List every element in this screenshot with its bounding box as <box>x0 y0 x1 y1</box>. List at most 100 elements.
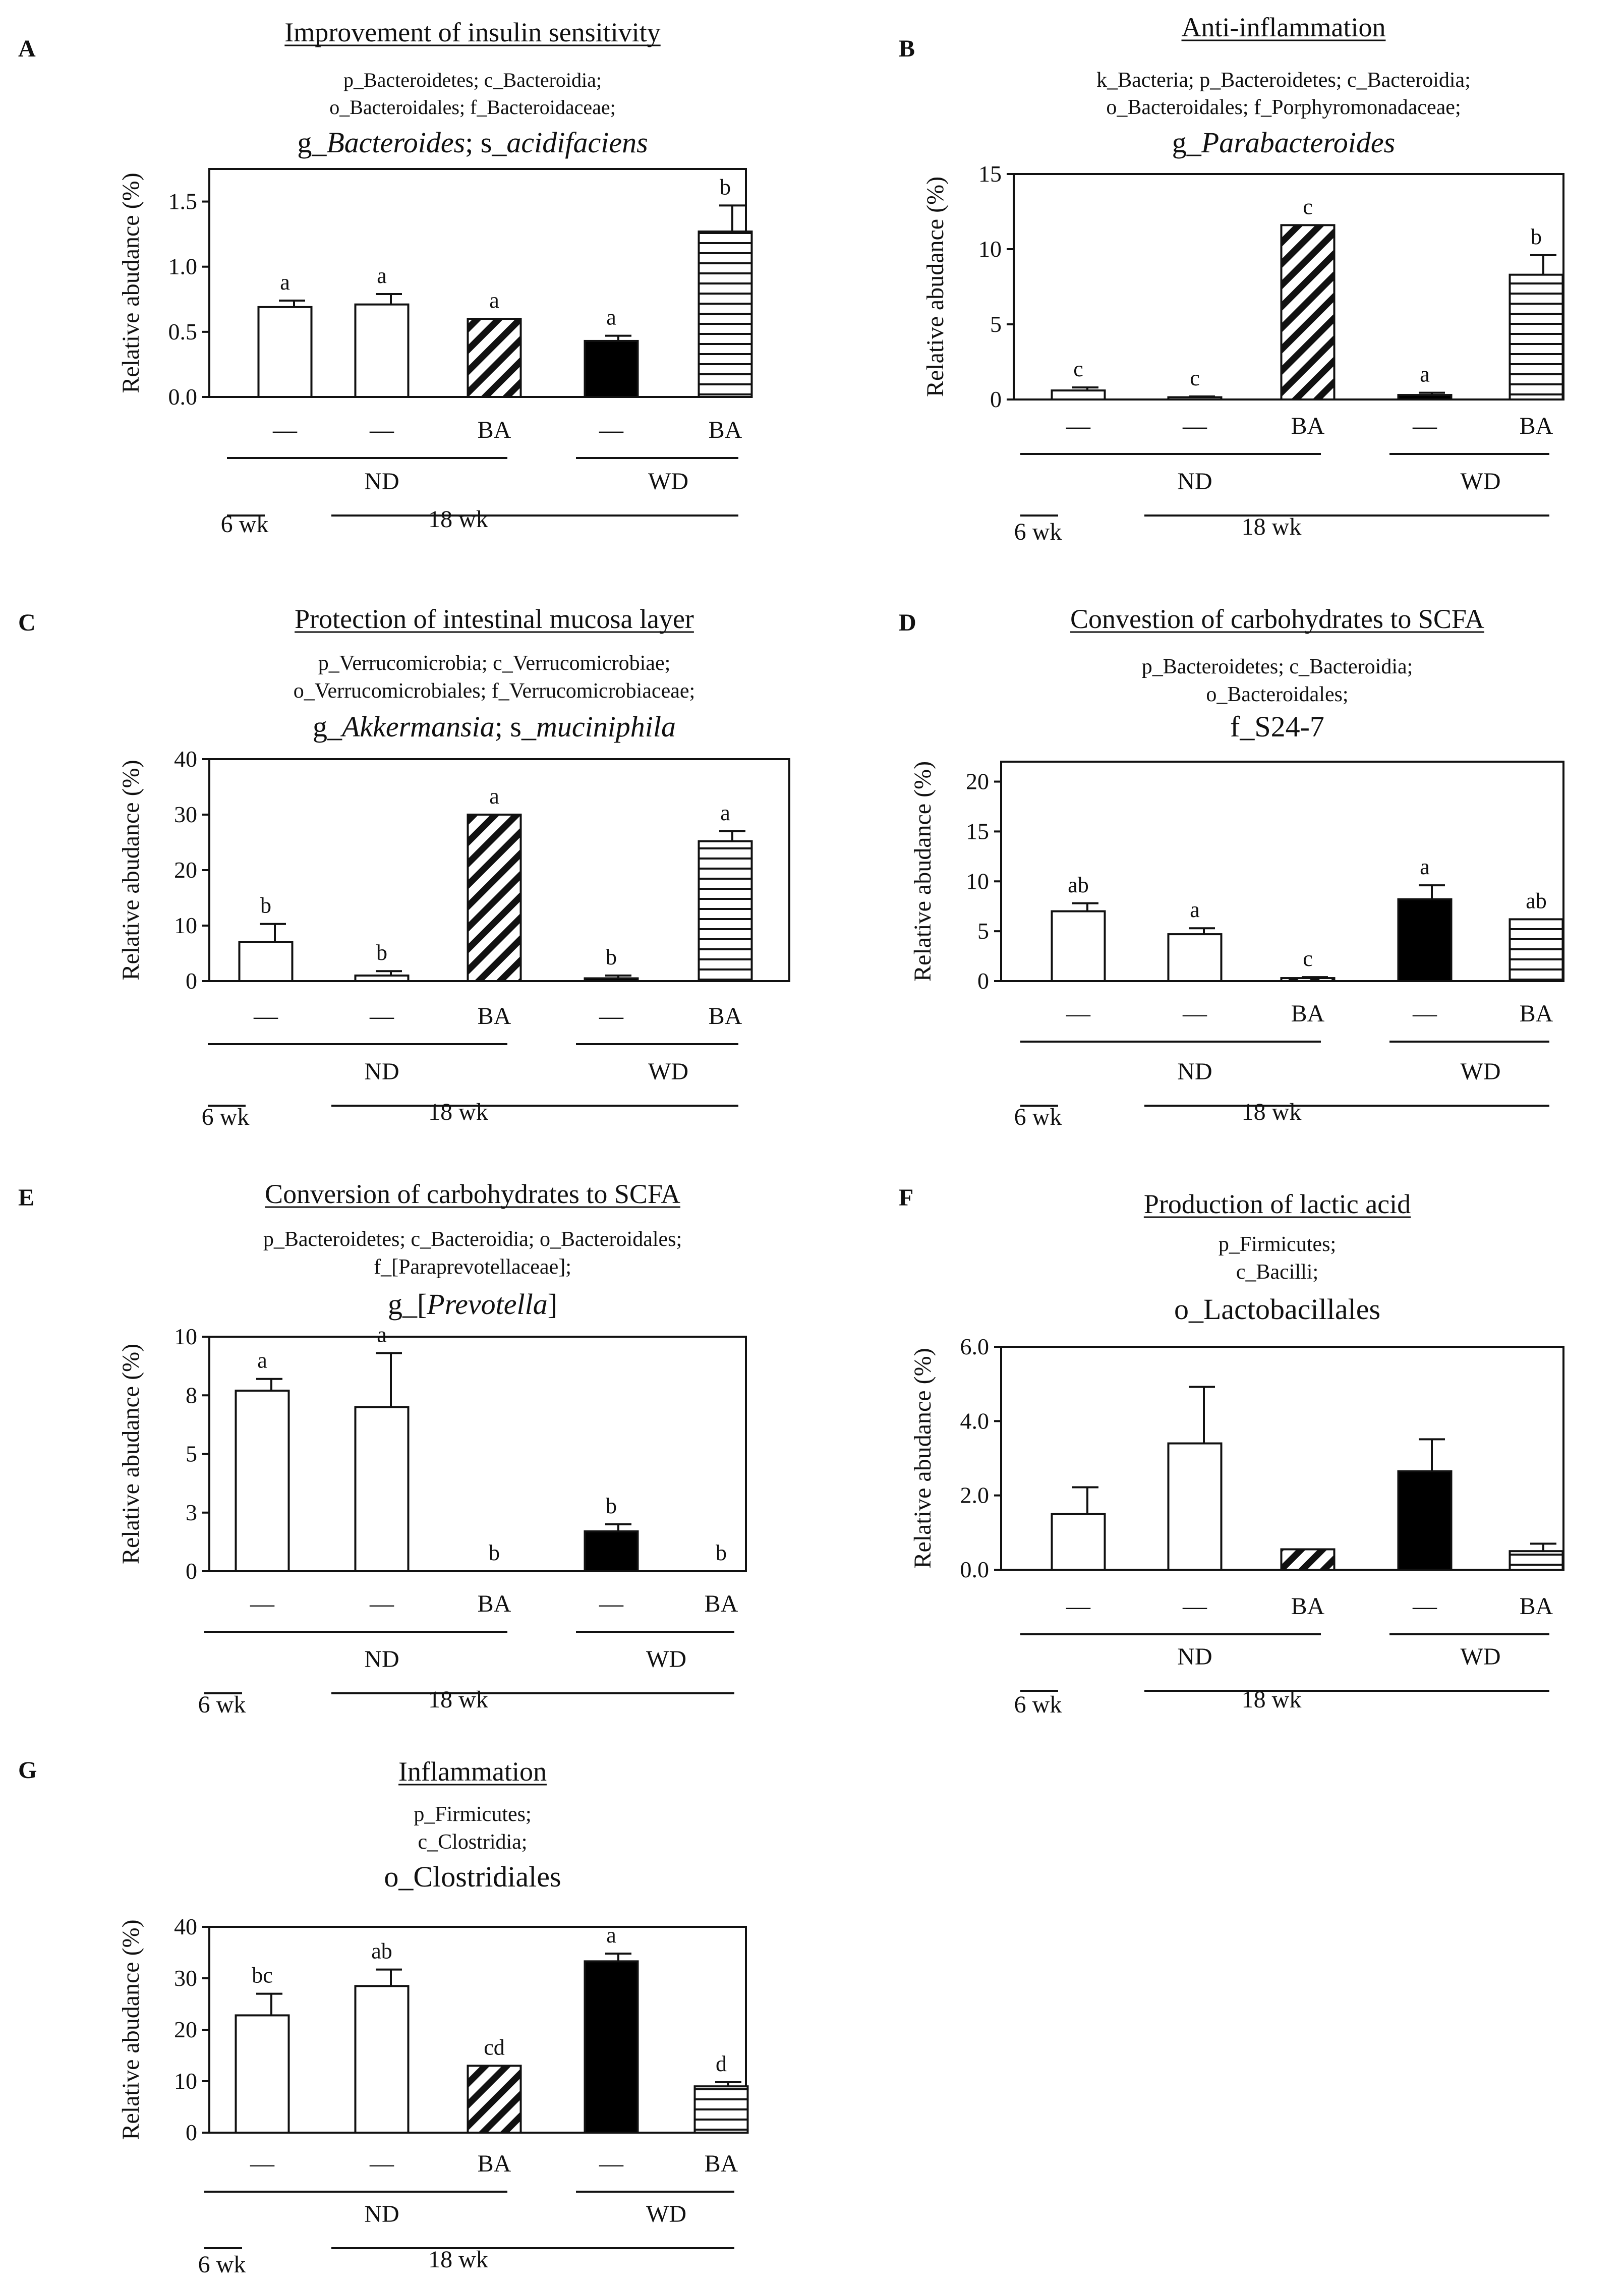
category-label: — <box>369 2150 394 2177</box>
significance-letter: bc <box>252 1963 273 1988</box>
panel-letter: F <box>899 1184 913 1211</box>
bar-4 <box>584 339 639 398</box>
category-label: — <box>1182 1593 1207 1620</box>
category-label: — <box>1412 1000 1437 1027</box>
bar-3 <box>467 814 522 982</box>
bar-2 <box>354 1406 410 1572</box>
y-tick-label: 10 <box>174 1324 197 1349</box>
week18-label: 18 wk <box>1242 1686 1302 1713</box>
wd-group-label: WD <box>1461 468 1501 495</box>
week6-label: 6 wk <box>1014 1104 1062 1130</box>
y-tick-label: 5 <box>977 918 989 944</box>
panel-title: Inflammation <box>398 1756 547 1787</box>
panel-letter: A <box>18 35 36 62</box>
nd-group-label: ND <box>1177 468 1212 495</box>
y-axis-label: Relative abudance (%) <box>909 761 936 982</box>
category-label: — <box>1066 413 1091 439</box>
significance-letter: c <box>1303 946 1313 971</box>
category-label: BA <box>1520 1000 1553 1027</box>
category-label: — <box>1182 1000 1207 1027</box>
taxon-italic-part: muciniphila <box>536 710 676 743</box>
bar-2 <box>354 303 410 398</box>
y-tick-label: 10 <box>174 2068 197 2094</box>
taxon-name: o_Clostridiales <box>384 1860 561 1893</box>
y-tick-label: 20 <box>174 2017 197 2042</box>
category-label: — <box>250 1590 275 1617</box>
taxon-italic-part: Bacteroides <box>326 126 465 159</box>
y-tick-label: 15 <box>966 818 989 844</box>
significance-letter: a <box>489 288 499 313</box>
panel-title: Convestion of carbohydrates to SCFA <box>1070 604 1484 634</box>
taxonomy-line: c_Clostridia; <box>418 1831 528 1854</box>
category-label: — <box>1412 1593 1437 1620</box>
nd-group-label: ND <box>364 1646 399 1673</box>
taxon-part: ] <box>548 1288 557 1321</box>
week18-label: 18 wk <box>428 1686 488 1713</box>
category-label: — <box>369 1003 394 1030</box>
y-tick-label: 15 <box>978 161 1002 187</box>
taxonomy-line: f_[Paraprevotellaceae]; <box>374 1255 571 1279</box>
category-label: — <box>1066 1593 1091 1620</box>
week6-label: 6 wk <box>198 2251 246 2278</box>
bar-1 <box>1051 1513 1106 1571</box>
y-tick-label: 0 <box>186 968 197 994</box>
category-label: BA <box>1520 1593 1553 1620</box>
y-tick-label: 10 <box>966 868 989 894</box>
category-label: — <box>599 2150 624 2177</box>
category-label: — <box>599 417 624 443</box>
y-tick-label: 10 <box>174 912 197 938</box>
bar-2 <box>1167 396 1223 401</box>
y-tick-label: 5 <box>186 1441 197 1467</box>
significance-letter: b <box>606 1494 617 1518</box>
panel-title: Protection of intestinal mucosa layer <box>295 604 694 634</box>
panel-letter: G <box>18 1757 37 1784</box>
taxonomy-line: o_Bacteroidales; f_Porphyromonadaceae; <box>1106 96 1461 119</box>
nd-group-label: ND <box>364 2201 399 2227</box>
wd-group-label: WD <box>646 2201 686 2227</box>
panel-f: F Production of lactic acid p_Firmicutes;c… <box>899 1184 1564 1718</box>
nd-group-label: ND <box>364 468 399 495</box>
y-tick-label: 1.5 <box>168 189 198 214</box>
y-tick-label: 10 <box>978 236 1002 262</box>
taxon-part: ; s_ <box>495 710 537 743</box>
taxon-name: g_Parabacteroides <box>1172 126 1395 159</box>
category-label: BA <box>1291 1593 1325 1620</box>
category-label: BA <box>478 417 511 443</box>
category-label: — <box>272 417 298 443</box>
y-tick-label: 40 <box>174 746 197 772</box>
bar-4 <box>584 1530 639 1572</box>
taxonomy-line: o_Verrucomicrobiales; f_Verrucomicrobiac… <box>294 679 695 703</box>
taxonomy-line: p_Bacteroidetes; c_Bacteroidia; o_Bacter… <box>263 1228 682 1251</box>
taxon-italic-part: Prevotella <box>426 1288 547 1321</box>
y-tick-label: 30 <box>174 1965 197 1991</box>
significance-letter: a <box>1420 854 1430 879</box>
bar-5 <box>1509 918 1564 982</box>
taxon-name: o_Lactobacillales <box>1174 1293 1380 1326</box>
taxonomy-line: o_Bacteroidales; <box>1206 683 1348 706</box>
week18-label: 18 wk <box>1242 1099 1302 1125</box>
y-tick-label: 20 <box>174 857 197 883</box>
week18-label: 18 wk <box>428 2246 488 2273</box>
significance-letter: ab <box>1068 873 1089 897</box>
y-axis-label: Relative abudance (%) <box>118 173 144 393</box>
wd-group-label: WD <box>1461 1058 1501 1085</box>
category-label: BA <box>705 1590 738 1617</box>
taxon-part: f_S24-7 <box>1230 710 1324 743</box>
y-axis-label: Relative abudance (%) <box>118 1919 144 2140</box>
significance-letter: a <box>1420 362 1430 387</box>
significance-letter: cd <box>484 2035 505 2060</box>
y-tick-label: 8 <box>186 1382 197 1408</box>
panel-title: Anti-inflammation <box>1182 12 1386 42</box>
panel-g: G Inflammation p_Firmicutes; c_Clostridia;o… <box>18 1756 749 2278</box>
significance-letter: b <box>489 1540 500 1565</box>
week6-label: 6 wk <box>202 1104 250 1130</box>
category-label: — <box>1182 413 1207 439</box>
y-axis-label: Relative abudance (%) <box>118 1344 144 1564</box>
y-tick-label: 5 <box>990 311 1002 337</box>
category-label: BA <box>705 2150 738 2177</box>
significance-letter: a <box>720 801 730 825</box>
taxonomy-line: p_Bacteroidetes; c_Bacteroidia; <box>343 69 602 91</box>
bar-4 <box>1397 394 1453 401</box>
bar-4 <box>1397 898 1453 983</box>
taxonomy-line: p_Verrucomicrobia; c_Verrucomicrobiae; <box>318 652 671 675</box>
